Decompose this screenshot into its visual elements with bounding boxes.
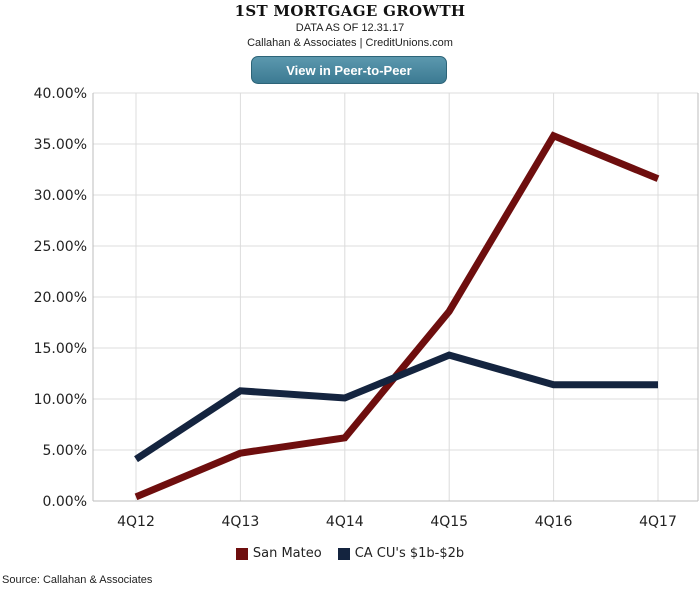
source-footnote: Source: Callahan & Associates [2,574,153,586]
y-tick-label: 40.00% [34,86,87,102]
chart-grid [92,92,699,502]
legend-item-ca-cus[interactable]: CA CU's $1b-$2b [337,546,465,561]
chart-title: 1ST MORTGAGE GROWTH [234,2,466,20]
y-tick-label: 25.00% [34,239,87,255]
x-tick-label: 4Q12 [117,514,155,530]
y-tick-label: 20.00% [34,290,87,306]
y-tick-label: 5.00% [43,443,87,459]
x-tick-label: 4Q17 [639,514,677,530]
y-tick-label: 35.00% [34,137,87,153]
legend-swatch-ca-cus [337,547,350,560]
x-tick-label: 4Q16 [535,514,573,530]
view-in-peer-to-peer-button[interactable]: View in Peer-to-Peer [251,56,447,84]
x-tick-label: 4Q13 [222,514,260,530]
legend-label-san-mateo: San Mateo [252,546,322,561]
chart-header: 1ST MORTGAGE GROWTH DATA AS OF 12.31.17 … [0,0,700,51]
legend-swatch-san-mateo [235,547,248,560]
chart-subtitle: DATA AS OF 12.31.17 [295,22,405,34]
y-tick-label: 10.00% [34,392,87,408]
chart-legend: San Mateo CA CU's $1b-$2b [0,546,700,561]
y-tick-label: 15.00% [34,341,87,357]
chart-tick-labels: 0.00% 5.00% 10.00% 15.00% 20.00% 25.00% 30.00%… [34,86,677,530]
y-tick-label: 30.00% [34,188,87,204]
series-line-san-mateo[interactable] [134,131,660,501]
x-tick-label: 4Q15 [430,514,468,530]
legend-item-san-mateo[interactable]: San Mateo [235,546,322,561]
y-tick-label: 0.00% [43,494,87,510]
chart-attribution: Callahan & Associates | CreditUnions.com [247,37,453,49]
series-line-ca-cus[interactable] [134,351,658,463]
legend-label-ca-cus: CA CU's $1b-$2b [354,546,465,561]
chart-series [134,131,660,501]
x-tick-label: 4Q14 [326,514,364,530]
